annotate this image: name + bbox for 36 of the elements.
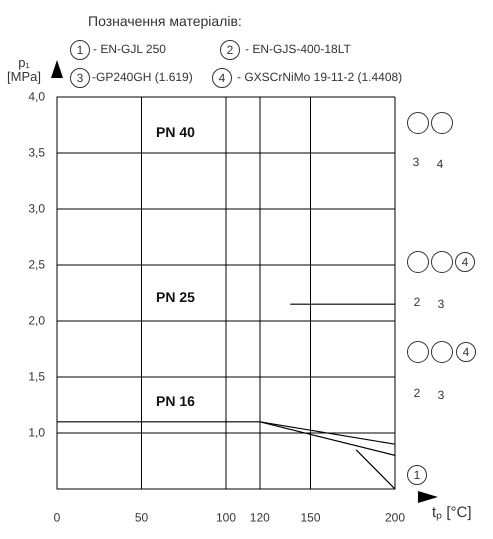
text: 2: [220, 40, 240, 60]
x-tick-label: 200: [384, 510, 406, 525]
text: 1: [70, 40, 90, 60]
text: 1: [407, 465, 427, 485]
annotation: PN 25: [156, 289, 195, 305]
text: - EN-GJL 250: [93, 42, 166, 56]
text: -GP240GH (1.619): [92, 70, 193, 84]
text: - GXSCrNiMo 19-11-2 (1.4408): [237, 70, 402, 84]
y-axis-title: p₁ [MPa]: [6, 55, 42, 84]
annotation: PN 40: [156, 124, 195, 140]
x-axis-title: tₚ [°C]: [432, 504, 472, 521]
text: 4: [456, 342, 476, 362]
y-tick-label: 3,0: [28, 201, 46, 216]
text: 4: [436, 157, 444, 171]
text: 2: [412, 386, 422, 400]
x-tick-label: 0: [54, 510, 61, 525]
y-tick-label: 2,0: [28, 313, 46, 328]
x-tick-label: 100: [216, 510, 236, 525]
x-tick-label: 50: [134, 510, 148, 525]
x-tick-label: 120: [250, 510, 270, 525]
text: 2: [412, 295, 422, 309]
y-tick-label: 4,0: [28, 89, 46, 104]
annotation: PN 16: [156, 393, 195, 409]
text: 3: [412, 155, 420, 169]
chart-title: Позначення матеріалів:: [88, 13, 242, 29]
y-tick-label: 2,5: [28, 257, 46, 272]
text: 4: [212, 68, 232, 88]
text: 3: [70, 68, 90, 88]
y-tick-label: 1,5: [28, 369, 46, 384]
x-tick-label: 150: [300, 510, 321, 525]
y-tick-label: 3,5: [28, 145, 46, 160]
text: - EN-GJS-400-18LT: [245, 42, 351, 56]
text: 3: [436, 297, 446, 311]
y-tick-label: 1,0: [28, 425, 46, 440]
text: 4: [455, 252, 475, 272]
text: 3: [436, 388, 446, 402]
